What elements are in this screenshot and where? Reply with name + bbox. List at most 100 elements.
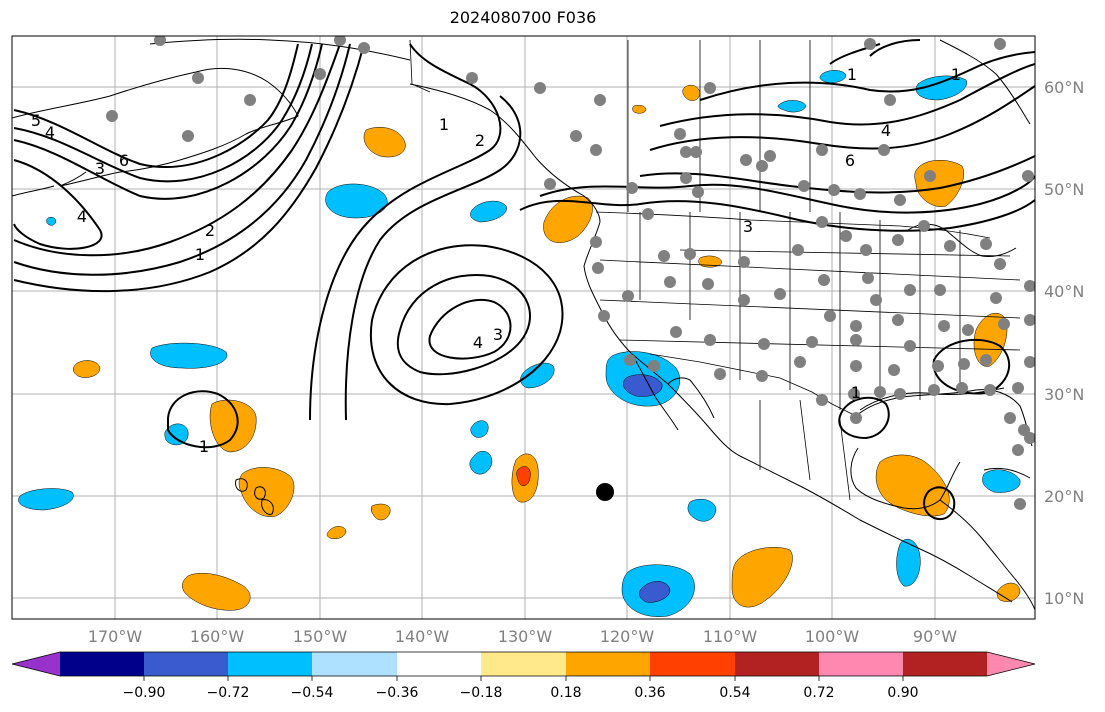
station-dot <box>758 338 770 350</box>
station-dot <box>892 314 904 326</box>
station-dot <box>904 284 916 296</box>
contour-value-label: 4 <box>473 333 483 352</box>
contour-labels: 5 4 3 6 4 2 1 1 2 1 4 3 3 4 6 1 1 1 <box>31 65 961 456</box>
station-dot <box>154 36 166 46</box>
lat-label: 60°N <box>1044 78 1084 97</box>
contour-line <box>13 43 365 293</box>
station-dot <box>956 382 968 394</box>
station-dot <box>980 238 992 250</box>
contour-line <box>309 43 502 421</box>
colorbar-tick-label: 0.72 <box>803 685 834 701</box>
contour-value-label: 4 <box>881 121 891 140</box>
colorbar-segment <box>903 652 987 676</box>
station-dot <box>792 244 804 256</box>
positive-anomaly-patch <box>632 104 647 114</box>
negative-anomaly-patch <box>164 423 189 446</box>
station-dot <box>674 128 686 140</box>
station-dot <box>598 310 610 322</box>
negative-anomaly-patch <box>982 469 1021 493</box>
province-borders <box>627 40 811 212</box>
station-dot <box>870 294 882 306</box>
station-dot <box>182 130 194 142</box>
colorbar-tick-label: 0.90 <box>887 685 918 701</box>
colorbar-segment <box>60 652 144 676</box>
station-dot <box>106 110 118 122</box>
colorbar-segment <box>735 652 819 676</box>
colorbar-tick-label: −0.18 <box>460 685 503 701</box>
lat-label: 40°N <box>1044 282 1084 301</box>
negative-anomaly-patch <box>46 216 57 226</box>
contour-line <box>396 274 531 376</box>
station-dot <box>884 94 896 106</box>
negative-anomaly-patch <box>469 450 493 475</box>
station-dot <box>818 274 830 286</box>
station-dot <box>738 294 750 306</box>
contour-value-label: 2 <box>475 131 485 150</box>
station-dot <box>854 188 866 200</box>
contour-value-label: 1 <box>847 65 857 84</box>
station-dot <box>592 262 604 274</box>
station-dot <box>704 334 716 346</box>
colorbar-tick-label: 0.18 <box>550 685 581 701</box>
positive-anomaly-patch <box>543 195 593 243</box>
contour-value-label: 1 <box>199 437 209 456</box>
us-gulf-coast <box>855 389 1033 447</box>
station-dot <box>924 170 936 182</box>
positive-anomaly-patch <box>363 127 406 158</box>
station-dot <box>648 360 660 372</box>
positive-anomaly-patch <box>875 454 950 517</box>
station-dot <box>962 324 974 336</box>
negative-anomaly-patch <box>150 342 228 369</box>
positive-anomaly-patch <box>996 582 1021 602</box>
baja-peninsula <box>631 353 715 431</box>
station-dot <box>794 356 806 368</box>
station-dot <box>994 258 1006 270</box>
map-title: 2024080700 F036 <box>449 8 597 27</box>
station-dot <box>670 326 682 338</box>
station-dot <box>1022 170 1034 182</box>
coastlines <box>12 38 1035 611</box>
station-dot <box>466 72 478 84</box>
station-dot <box>702 278 714 290</box>
station-dot <box>690 146 702 158</box>
colorbar: −0.90 −0.72 −0.54 −0.36 −0.18 0.18 0.36 … <box>11 651 1036 701</box>
station-dot <box>590 144 602 156</box>
alaska-coast <box>12 67 299 187</box>
positive-anomaly-patch <box>370 503 391 521</box>
positive-anomaly-patch <box>73 360 101 378</box>
station-dot <box>958 358 970 370</box>
station-dot <box>334 36 346 46</box>
lon-label: 140°W <box>395 627 450 646</box>
station-dot <box>658 250 670 262</box>
station-dot <box>938 320 950 332</box>
station-dot <box>828 184 840 196</box>
negative-anomaly-patch <box>819 70 847 83</box>
station-dot <box>928 384 940 396</box>
contour-line <box>699 51 1035 101</box>
station-dot <box>756 160 768 172</box>
contour-line <box>932 338 1010 395</box>
contour-line <box>519 199 1035 232</box>
station-dot <box>816 216 828 228</box>
contour-line <box>167 390 239 449</box>
contour-line <box>838 396 890 440</box>
hawaii-islands <box>235 478 274 515</box>
lon-label: 160°W <box>190 627 245 646</box>
contour-line <box>13 43 341 257</box>
positive-anomaly-patch <box>209 399 257 453</box>
station-dot <box>1024 356 1035 368</box>
contour-line <box>649 85 1035 151</box>
negative-anomaly-patch <box>325 183 388 219</box>
station-dot <box>740 154 752 166</box>
longitude-labels: 170°W 160°W 150°W 140°W 130°W 120°W 110°… <box>88 627 957 646</box>
contour-value-label: 3 <box>493 325 503 344</box>
map-frame <box>11 35 1036 620</box>
station-dot <box>594 94 606 106</box>
negative-anomaly-patch <box>470 200 507 223</box>
lon-label: 90°W <box>913 627 957 646</box>
station-dot <box>994 38 1006 50</box>
station-dot <box>642 208 654 220</box>
lon-label: 150°W <box>293 627 348 646</box>
station-dot <box>534 82 546 94</box>
station-dot <box>664 276 676 288</box>
